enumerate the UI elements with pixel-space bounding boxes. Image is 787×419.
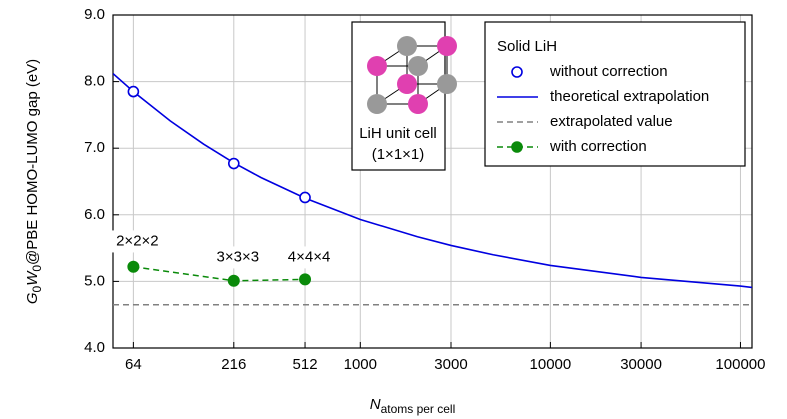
atom [397, 36, 417, 56]
annotation: 3×3×3 [217, 248, 260, 265]
data-point [227, 274, 240, 287]
x-label-symbol: N [370, 396, 381, 413]
y-tick-label: 5.0 [84, 272, 105, 289]
y-label-part: @PBE HOMO-LUMO gap (eV) [24, 59, 41, 265]
atom [437, 36, 457, 56]
atom [367, 94, 387, 114]
x-tick-label: 216 [221, 356, 246, 373]
series-line [113, 73, 752, 289]
annotation: 4×4×4 [288, 248, 331, 265]
y-tick-label: 6.0 [84, 206, 105, 223]
atom [437, 74, 457, 94]
x-tick-label: 3000 [434, 356, 467, 373]
y-label-subscript: 0 [30, 265, 44, 272]
x-tick-label: 30000 [620, 356, 662, 373]
legend-label: extrapolated value [550, 113, 673, 130]
atom [408, 94, 428, 114]
y-tick-label: 7.0 [84, 139, 105, 156]
data-point [127, 260, 140, 273]
annotation-bg [99, 230, 176, 253]
annotation-bg [271, 246, 348, 269]
data-point [127, 85, 140, 98]
y-axis-label: G0W0@PBE HOMO-LUMO gap (eV) [24, 59, 44, 304]
x-tick-label: 100000 [715, 356, 765, 373]
series-line [133, 266, 306, 282]
legend-label: with correction [549, 138, 647, 155]
x-tick-label: 512 [293, 356, 318, 373]
legend-label: without correction [549, 63, 668, 80]
data-point [299, 191, 311, 204]
data-point [299, 273, 312, 286]
x-axis-label: Natoms per cell [370, 396, 456, 416]
inset-label: LiH unit cell [359, 125, 437, 142]
legend-title: Solid LiH [497, 38, 557, 55]
y-tick-label: 9.0 [84, 6, 105, 23]
x-tick-label: 10000 [530, 356, 572, 373]
plot-area: 4.0 5.0 6.0 7.0 8.0 9.0 64 216 512 1000 3000 10000 3… [84, 6, 765, 373]
y-label-part: W [24, 270, 41, 286]
legend-box [484, 21, 746, 167]
y-tick-label: 4.0 [84, 339, 105, 356]
y-tick-label: 8.0 [84, 73, 105, 90]
atom [408, 56, 428, 76]
annotation: 2×2×2 [116, 232, 159, 249]
legend-label: theoretical extrapolation [550, 88, 709, 105]
x-tick-label: 64 [125, 356, 142, 373]
annotation-bg [199, 246, 276, 269]
atom [367, 56, 387, 76]
x-tick-label: 1000 [344, 356, 377, 373]
inset: LiH unit cell (1×1×1) [351, 21, 457, 171]
legend-marker [511, 66, 523, 78]
y-label-subscript: 0 [30, 285, 44, 292]
inset-sublabel: (1×1×1) [372, 146, 425, 163]
atoms [367, 36, 457, 114]
atom [397, 74, 417, 94]
y-label-part: G [24, 292, 41, 304]
legend: Solid LiH without correction theoretical … [484, 21, 746, 167]
x-label-subscript: atoms per cell [381, 402, 456, 416]
legend-marker [511, 141, 523, 153]
plot-frame [112, 14, 753, 349]
data-point [227, 157, 240, 170]
